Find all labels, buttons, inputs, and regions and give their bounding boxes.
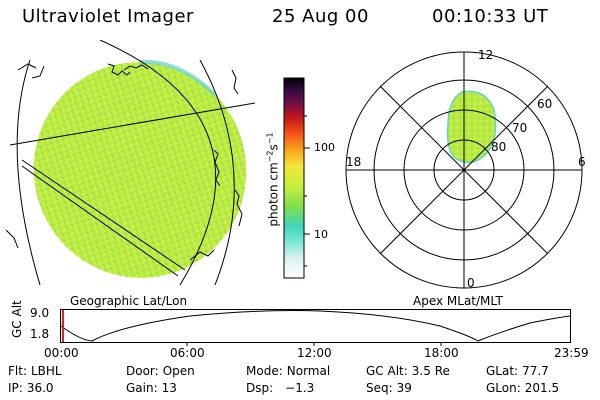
status-value: LBHL <box>30 364 62 378</box>
coastline <box>123 64 149 71</box>
latitude-line <box>21 165 179 277</box>
status-glat: GLat: 77.7 <box>486 364 549 378</box>
colorbar <box>283 77 310 279</box>
auroral-image-overlay <box>446 90 497 164</box>
x-tick-1800: 18:00 <box>424 346 459 360</box>
status-door: Door: Open <box>126 364 195 378</box>
instrument-title: Ultraviolet Imager <box>22 6 194 27</box>
status-glon: GLon: 201.5 <box>486 381 559 395</box>
date-label: 25 Aug 00 <box>272 6 369 27</box>
unit-text: photon cm <box>266 162 281 227</box>
coastline <box>189 249 215 261</box>
colorbar-tick-100: 100 <box>314 141 335 154</box>
polar-plot <box>345 51 583 289</box>
right-panel-caption: Apex MLat/MLT <box>413 294 503 308</box>
unit-mid: s <box>266 144 281 151</box>
status-gain: Gain: 13 <box>126 381 177 395</box>
status-label: Flt: <box>8 364 27 378</box>
coastline <box>231 69 239 95</box>
polar-diagonal <box>379 85 549 255</box>
status-dsp: Dsp: −1.3 <box>246 381 314 395</box>
gc-alt-axis-label: GC Alt <box>10 300 24 338</box>
x-tick-2359: 23:59 <box>554 346 589 360</box>
status-value: 36.0 <box>26 381 54 395</box>
status-label: GLat: <box>486 364 519 378</box>
x-tick-1200: 12:00 <box>297 346 332 360</box>
status-mode: Mode: Normal <box>246 364 330 378</box>
colorbar-tick-10: 10 <box>314 228 328 241</box>
coastline <box>213 149 221 187</box>
dayglow-edge <box>139 59 217 97</box>
latitude-line <box>21 159 186 271</box>
altitude-timeline <box>60 309 571 346</box>
mlt-label-0: 0 <box>467 276 475 290</box>
coastline <box>31 65 45 79</box>
status-value: 201.5 <box>524 381 560 395</box>
status-seq: Seq: 39 <box>366 381 412 395</box>
status-value: −1.3 <box>285 381 315 395</box>
y-tick-9-0: 9.0 <box>30 306 50 320</box>
status-ip: IP: 36.0 <box>8 381 54 395</box>
latitude-line <box>9 102 256 146</box>
x-tick-0000: 00:00 <box>44 346 79 360</box>
mlt-label-18: 18 <box>346 155 362 169</box>
coastline <box>107 63 131 76</box>
time-label: 00:10:33 UT <box>432 6 549 27</box>
longitude-line <box>99 40 217 285</box>
longitude-line <box>16 59 41 285</box>
y-tick-1-8: 1.8 <box>30 327 50 341</box>
mlt-label-6: 6 <box>578 155 586 169</box>
coastline <box>5 229 19 249</box>
status-value: 3.5 Re <box>411 364 450 378</box>
x-tick-0600: 06:00 <box>170 346 205 360</box>
mlat-label-70: 70 <box>512 121 528 135</box>
coastline <box>234 189 243 227</box>
mlt-label-12: 12 <box>478 48 494 62</box>
status-label: GC Alt: <box>366 364 408 378</box>
coastline <box>17 63 37 71</box>
status-label: Door: <box>126 364 159 378</box>
earth-disk <box>33 62 247 278</box>
longitude-line <box>199 59 235 285</box>
unit-exp-2: −1 <box>265 132 275 145</box>
status-label: IP: <box>8 381 23 395</box>
timeline-frame <box>60 309 571 343</box>
status-label: Gain: <box>126 381 158 395</box>
mlat-label-60: 60 <box>537 97 553 111</box>
status-value: 39 <box>396 381 412 395</box>
left-panel-caption: Geographic Lat/Lon <box>70 294 188 308</box>
status-value: 77.7 <box>522 364 549 378</box>
status-label: Mode: <box>246 364 283 378</box>
colorbar-unit-label: photon cm−2s−1 <box>266 105 281 255</box>
unit-exp-1: −2 <box>265 150 275 163</box>
status-flt: Flt: LBHL <box>8 364 62 378</box>
geographic-image-panel <box>5 40 256 285</box>
status-gc-alt: GC Alt: 3.5 Re <box>366 364 450 378</box>
status-value: 13 <box>161 381 177 395</box>
mlat-label-80: 80 <box>491 140 507 154</box>
status-label: Seq: <box>366 381 393 395</box>
status-label: Dsp: <box>246 381 274 395</box>
altitude-curve <box>60 310 571 342</box>
status-value: Open <box>162 364 195 378</box>
status-value: Normal <box>286 364 331 378</box>
status-label: GLon: <box>486 381 521 395</box>
